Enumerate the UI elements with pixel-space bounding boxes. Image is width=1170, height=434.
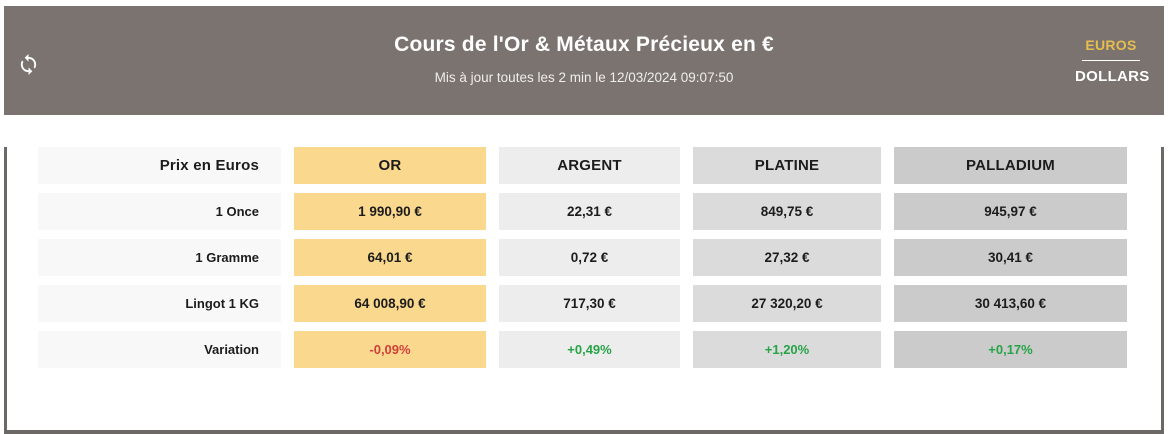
table-corner-label: Prix en Euros: [38, 147, 281, 184]
gold-price-widget: Cours de l'Or & Métaux Précieux en € Mis…: [4, 6, 1164, 434]
cell-platine-variation: +1,20%: [693, 331, 881, 368]
column-header-platine: PLATINE: [693, 147, 881, 184]
cell-argent-once: 22,31 €: [499, 193, 680, 230]
cell-palladium-lingot: 30 413,60 €: [894, 285, 1127, 322]
cell-or-variation: -0,09%: [294, 331, 486, 368]
currency-toggle-divider: [1082, 60, 1140, 61]
currency-toggle: EUROS DOLLARS: [1075, 37, 1150, 85]
last-updated-text: Mis à jour toutes les 2 min le 12/03/202…: [434, 70, 734, 85]
currency-option-dollars[interactable]: DOLLARS: [1075, 68, 1150, 85]
row-label-once: 1 Once: [38, 193, 281, 230]
cell-palladium-gramme: 30,41 €: [894, 239, 1127, 276]
cell-platine-once: 849,75 €: [693, 193, 881, 230]
column-header-palladium: PALLADIUM: [894, 147, 1127, 184]
cell-platine-lingot: 27 320,20 €: [693, 285, 881, 322]
cell-or-once: 1 990,90 €: [294, 193, 486, 230]
price-table: Prix en Euros OR ARGENT PLATINE PALLADIU…: [38, 147, 1161, 368]
widget-header: Cours de l'Or & Métaux Précieux en € Mis…: [4, 6, 1164, 115]
row-label-gramme: 1 Gramme: [38, 239, 281, 276]
header-titles: Cours de l'Or & Métaux Précieux en € Mis…: [4, 33, 1164, 85]
cell-argent-variation: +0,49%: [499, 331, 680, 368]
cell-platine-gramme: 27,32 €: [693, 239, 881, 276]
cell-palladium-once: 945,97 €: [894, 193, 1127, 230]
cell-argent-gramme: 0,72 €: [499, 239, 680, 276]
row-label-variation: Variation: [38, 331, 281, 368]
refresh-sync-icon: [20, 53, 36, 76]
currency-option-euros[interactable]: EUROS: [1085, 37, 1137, 53]
page-title: Cours de l'Or & Métaux Précieux en €: [394, 33, 774, 56]
cell-palladium-variation: +0,17%: [894, 331, 1127, 368]
cell-or-gramme: 64,01 €: [294, 239, 486, 276]
row-label-lingot: Lingot 1 KG: [38, 285, 281, 322]
cell-or-lingot: 64 008,90 €: [294, 285, 486, 322]
column-header-argent: ARGENT: [499, 147, 680, 184]
widget-body: Prix en Euros OR ARGENT PLATINE PALLADIU…: [4, 147, 1164, 434]
refresh-button[interactable]: [15, 53, 41, 79]
cell-argent-lingot: 717,30 €: [499, 285, 680, 322]
column-header-or: OR: [294, 147, 486, 184]
